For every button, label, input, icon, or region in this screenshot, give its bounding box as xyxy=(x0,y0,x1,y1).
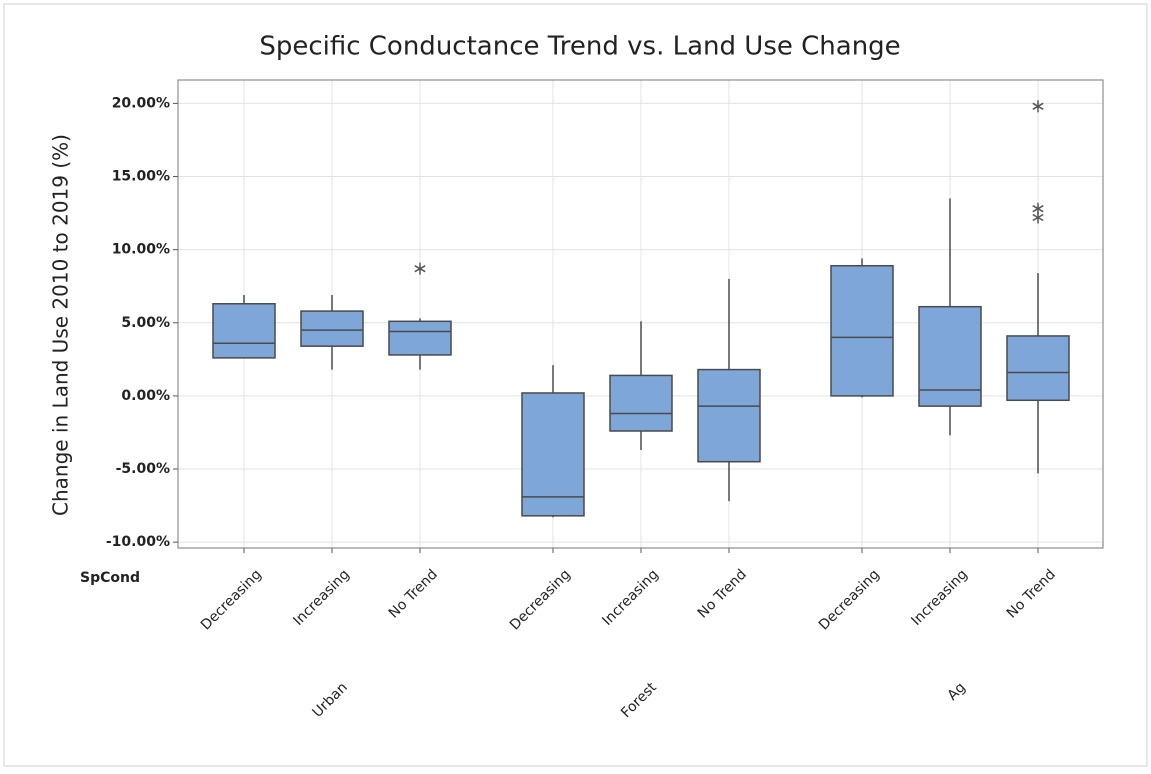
y-tick-label: 10.00% xyxy=(112,242,170,258)
box-plot xyxy=(697,278,761,502)
plot-border xyxy=(177,79,1104,549)
box xyxy=(388,320,452,356)
y-tick-label: 15.00% xyxy=(112,169,170,185)
y-tick-label: -10.00% xyxy=(106,534,170,550)
outlier xyxy=(414,262,426,275)
box xyxy=(300,310,364,347)
y-axis-label: Change in Land Use 2010 to 2019 (%) xyxy=(49,134,73,516)
box xyxy=(609,374,673,432)
box xyxy=(830,264,894,397)
box xyxy=(521,392,585,517)
outlier xyxy=(1032,100,1044,113)
box-plot xyxy=(521,365,585,518)
box-plot xyxy=(918,198,982,436)
outlier-stroke xyxy=(1032,102,1044,110)
box xyxy=(1006,335,1070,402)
box-plot xyxy=(830,258,894,398)
outlier xyxy=(1032,211,1044,224)
outlier-stroke xyxy=(1032,205,1044,213)
y-tick-label: 0.00% xyxy=(121,388,170,404)
box-plot xyxy=(1006,100,1070,474)
box xyxy=(697,368,761,463)
box xyxy=(212,303,276,359)
box-plot xyxy=(388,262,452,370)
box xyxy=(918,305,982,407)
y-tick-label: 5.00% xyxy=(121,315,170,331)
outlier-stroke xyxy=(414,265,426,273)
y-tick-label: -5.00% xyxy=(116,461,170,477)
x-row-label: SpCond xyxy=(80,570,140,586)
y-tick-label: 20.00% xyxy=(112,95,170,111)
chart-title: Specific Conductance Trend vs. Land Use … xyxy=(259,32,900,62)
outlier-stroke xyxy=(1032,213,1044,222)
box-plot xyxy=(609,321,673,451)
box-plot xyxy=(212,294,276,359)
box-plot xyxy=(300,294,364,370)
